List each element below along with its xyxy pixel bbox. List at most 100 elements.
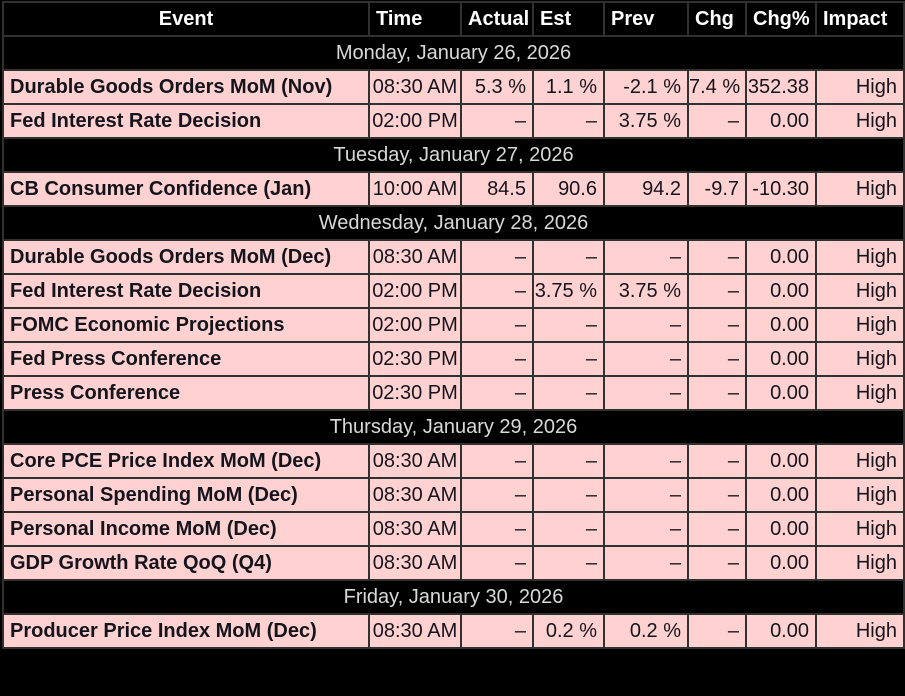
event-row[interactable]: GDP Growth Rate QoQ (Q4) 08:30 AM – – – –0.00… — [2, 545, 905, 581]
day-header-row: Friday, January 30, 2026 — [2, 579, 905, 615]
est-value-cell: – — [532, 511, 605, 547]
prev-value-cell: – — [603, 477, 689, 513]
day-header-label: Monday, January 26, 2026 — [2, 35, 905, 71]
prev-value-cell: – — [603, 341, 689, 377]
day-header-label: Thursday, January 29, 2026 — [2, 409, 905, 445]
event-name-cell: Personal Spending MoM (Dec) — [2, 477, 370, 513]
impact-value-cell: High — [815, 511, 905, 547]
actual-value-cell: 5.3 % — [460, 69, 534, 105]
chg-value-cell: – — [687, 477, 747, 513]
est-value-cell: – — [532, 239, 605, 275]
chg-pct-value-cell: 0.00 — [745, 545, 817, 581]
event-name-cell: GDP Growth Rate QoQ (Q4) — [2, 545, 370, 581]
chg-value-cell: – — [687, 307, 747, 343]
prev-value-cell: – — [603, 375, 689, 411]
event-row[interactable]: Press Conference 02:30 PM – – – –0.00 High — [2, 375, 905, 411]
event-row[interactable]: Core PCE Price Index MoM (Dec) 08:30 AM – –… — [2, 443, 905, 479]
day-header-row: Monday, January 26, 2026 — [2, 35, 905, 71]
column-header-impact: Impact — [815, 1, 905, 37]
prev-value-cell: 0.2 % — [603, 613, 689, 649]
actual-value-cell: – — [460, 307, 534, 343]
chg-pct-value-cell: 0.00 — [745, 613, 817, 649]
event-time-cell: 10:00 AM — [368, 171, 462, 207]
est-value-cell: – — [532, 341, 605, 377]
prev-value-cell: – — [603, 443, 689, 479]
impact-value-cell: High — [815, 273, 905, 309]
event-row[interactable]: Personal Income MoM (Dec) 08:30 AM – – – –0.0… — [2, 511, 905, 547]
column-header-actual: Actual — [460, 1, 534, 37]
impact-value-cell: High — [815, 477, 905, 513]
column-header-chg-pct: Chg% — [745, 1, 817, 37]
est-value-cell: 1.1 % — [532, 69, 605, 105]
event-time-cell: 08:30 AM — [368, 443, 462, 479]
chg-value-cell: -9.7 — [687, 171, 747, 207]
prev-value-cell: – — [603, 545, 689, 581]
chg-pct-value-cell: 0.00 — [745, 239, 817, 275]
event-name-cell: Durable Goods Orders MoM (Dec) — [2, 239, 370, 275]
column-header-event: Event — [2, 1, 370, 37]
event-time-cell: 02:00 PM — [368, 103, 462, 139]
event-time-cell: 02:00 PM — [368, 307, 462, 343]
chg-pct-value-cell: -10.30 — [745, 171, 817, 207]
day-header-row: Thursday, January 29, 2026 — [2, 409, 905, 445]
day-header-row: Tuesday, January 27, 2026 — [2, 137, 905, 173]
event-name-cell: Producer Price Index MoM (Dec) — [2, 613, 370, 649]
chg-value-cell: – — [687, 375, 747, 411]
impact-value-cell: High — [815, 307, 905, 343]
impact-value-cell: High — [815, 341, 905, 377]
actual-value-cell: – — [460, 545, 534, 581]
actual-value-cell: – — [460, 443, 534, 479]
actual-value-cell: – — [460, 341, 534, 377]
event-row[interactable]: Personal Spending MoM (Dec) 08:30 AM – – – –0… — [2, 477, 905, 513]
event-name-cell: Press Conference — [2, 375, 370, 411]
est-value-cell: – — [532, 443, 605, 479]
actual-value-cell: – — [460, 477, 534, 513]
event-name-cell: CB Consumer Confidence (Jan) — [2, 171, 370, 207]
est-value-cell: 90.6 — [532, 171, 605, 207]
est-value-cell: 3.75 % — [532, 273, 605, 309]
event-row[interactable]: Fed Interest Rate Decision 02:00 PM – –3.75… — [2, 103, 905, 139]
event-row[interactable]: Durable Goods Orders MoM (Nov) 08:30 AM 5.… — [2, 69, 905, 105]
chg-pct-value-cell: 0.00 — [745, 307, 817, 343]
event-name-cell: Durable Goods Orders MoM (Nov) — [2, 69, 370, 105]
column-header-prev: Prev — [603, 1, 689, 37]
event-row[interactable]: FOMC Economic Projections 02:00 PM – – – –0.0… — [2, 307, 905, 343]
column-header-est: Est — [532, 1, 605, 37]
event-row[interactable]: Durable Goods Orders MoM (Dec) 08:30 AM – –… — [2, 239, 905, 275]
event-time-cell: 02:00 PM — [368, 273, 462, 309]
prev-value-cell: – — [603, 239, 689, 275]
column-header-row: Event Time Actual Est Prev Chg Chg% Impa… — [2, 1, 905, 37]
chg-pct-value-cell: 0.00 — [745, 103, 817, 139]
prev-value-cell: -2.1 % — [603, 69, 689, 105]
event-row[interactable]: CB Consumer Confidence (Jan) 10:00 AM 84.5… — [2, 171, 905, 207]
event-time-cell: 08:30 AM — [368, 239, 462, 275]
chg-value-cell: – — [687, 511, 747, 547]
impact-value-cell: High — [815, 375, 905, 411]
event-name-cell: Fed Interest Rate Decision — [2, 273, 370, 309]
event-name-cell: Core PCE Price Index MoM (Dec) — [2, 443, 370, 479]
impact-value-cell: High — [815, 69, 905, 105]
impact-value-cell: High — [815, 443, 905, 479]
chg-pct-value-cell: 0.00 — [745, 443, 817, 479]
actual-value-cell: 84.5 — [460, 171, 534, 207]
event-time-cell: 08:30 AM — [368, 613, 462, 649]
event-row[interactable]: Fed Press Conference 02:30 PM – – – –0.00 High — [2, 341, 905, 377]
est-value-cell: – — [532, 477, 605, 513]
event-name-cell: Fed Interest Rate Decision — [2, 103, 370, 139]
prev-value-cell: 94.2 — [603, 171, 689, 207]
est-value-cell: 0.2 % — [532, 613, 605, 649]
prev-value-cell: 3.75 % — [603, 273, 689, 309]
event-row[interactable]: Producer Price Index MoM (Dec) 08:30 AM –0… — [2, 613, 905, 649]
impact-value-cell: High — [815, 239, 905, 275]
est-value-cell: – — [532, 103, 605, 139]
chg-value-cell: – — [687, 239, 747, 275]
event-row[interactable]: Fed Interest Rate Decision 02:00 PM –3.75 … — [2, 273, 905, 309]
column-header-chg: Chg — [687, 1, 747, 37]
est-value-cell: – — [532, 375, 605, 411]
chg-pct-value-cell: 0.00 — [745, 477, 817, 513]
event-time-cell: 08:30 AM — [368, 69, 462, 105]
impact-value-cell: High — [815, 613, 905, 649]
economic-calendar-table: Event Time Actual Est Prev Chg Chg% Impa… — [2, 1, 905, 649]
event-time-cell: 02:30 PM — [368, 375, 462, 411]
event-name-cell: Personal Income MoM (Dec) — [2, 511, 370, 547]
